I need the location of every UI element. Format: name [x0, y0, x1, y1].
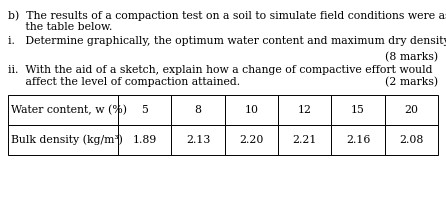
Bar [225, 125, 278, 155]
Bar [8, 125, 118, 155]
Text: Bulk density (kg/m³): Bulk density (kg/m³) [11, 135, 123, 145]
Text: the table below.: the table below. [8, 22, 112, 32]
Text: 2.16: 2.16 [346, 135, 370, 145]
Bar [331, 125, 384, 155]
Text: ii.  With the aid of a sketch, explain how a change of compactive effort would: ii. With the aid of a sketch, explain ho… [8, 65, 433, 75]
Bar [278, 95, 331, 125]
Text: 2.13: 2.13 [186, 135, 210, 145]
Bar [118, 95, 171, 125]
Bar [171, 125, 225, 155]
Text: b)  The results of a compaction test on a soil to simulate field conditions were: b) The results of a compaction test on a… [8, 10, 446, 21]
Bar [118, 125, 171, 155]
Text: Water content, w (%): Water content, w (%) [11, 105, 127, 115]
Text: (8 marks): (8 marks) [385, 52, 438, 62]
Text: 8: 8 [194, 105, 202, 115]
Bar [384, 125, 438, 155]
Text: 15: 15 [351, 105, 365, 115]
Text: 20: 20 [405, 105, 418, 115]
Text: 2.08: 2.08 [399, 135, 424, 145]
Text: affect the level of compaction attained.: affect the level of compaction attained. [8, 77, 240, 87]
Bar [171, 95, 225, 125]
Bar [384, 95, 438, 125]
Bar [225, 95, 278, 125]
Text: 2.21: 2.21 [293, 135, 317, 145]
Text: 5: 5 [141, 105, 148, 115]
Text: (2 marks): (2 marks) [385, 77, 438, 87]
Bar [8, 95, 118, 125]
Text: 2.20: 2.20 [239, 135, 264, 145]
Text: 12: 12 [297, 105, 312, 115]
Text: 1.89: 1.89 [132, 135, 157, 145]
Text: i.   Determine graphically, the optimum water content and maximum dry density.: i. Determine graphically, the optimum wa… [8, 36, 446, 46]
Bar [278, 125, 331, 155]
Text: 10: 10 [244, 105, 258, 115]
Bar [331, 95, 384, 125]
